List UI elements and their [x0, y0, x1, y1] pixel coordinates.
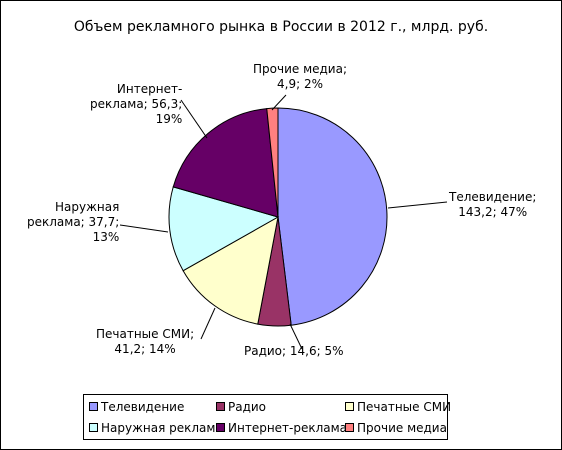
data-label-line: Телевидение;: [449, 190, 537, 204]
legend-swatch: [216, 402, 225, 411]
data-label-line: Интернет-: [116, 82, 183, 96]
data-label-line: Прочие медиа;: [253, 62, 347, 76]
chart-title: Объем рекламного рынка в России в 2012 г…: [73, 19, 489, 35]
legend-swatch: [89, 402, 98, 411]
data-label-other: Прочие медиа; 4,9; 2%: [253, 62, 347, 92]
data-label-line: реклама; 37,7;: [27, 215, 120, 229]
pie-slice-other: [266, 107, 279, 218]
data-label-line: 143,2; 47%: [458, 205, 528, 219]
legend-label: Интернет-реклама: [228, 421, 348, 435]
leader-line-tv: [387, 201, 448, 209]
legend-swatch: [345, 423, 354, 432]
data-label-line: Радио; 14,6; 5%: [244, 344, 344, 358]
legend-swatch: [345, 402, 354, 411]
data-label-line: 41,2; 14%: [114, 342, 176, 356]
legend-label: Прочие медиа: [357, 421, 447, 435]
data-label-line: Наружная: [54, 200, 120, 214]
leader-line-internet: [180, 99, 208, 139]
data-label-line: 19%: [155, 112, 183, 126]
legend-label: Наружная реклама: [101, 421, 223, 435]
leader-line-print: [200, 307, 216, 340]
legend-item-tv: Телевидение: [89, 400, 184, 414]
legend-item-internet: Интернет-реклама: [216, 421, 347, 435]
data-label-line: реклама; 56,3;: [90, 97, 183, 111]
legend-item-print: Печатные СМИ: [345, 400, 451, 414]
leader-line-outdoor: [119, 224, 169, 233]
legend-item-outdoor: Наружная реклама: [89, 421, 223, 435]
pie-slice-outdoor: [168, 186, 280, 272]
legend-swatch: [89, 423, 98, 432]
data-label-tv: Телевидение; 143,2; 47%: [449, 190, 536, 220]
leader-line-other: [271, 94, 287, 111]
data-label-outdoor: Наружная реклама; 37,7; 13%: [27, 200, 119, 245]
data-label-line: Печатные СМИ;: [96, 327, 195, 341]
legend-label: Телевидение: [101, 400, 185, 414]
data-label-line: 4,9; 2%: [277, 77, 323, 91]
leader-line-radio: [289, 323, 303, 350]
pie-slice-internet: [172, 108, 279, 218]
data-label-line: 13%: [92, 230, 120, 244]
legend-item-radio: Радио: [216, 400, 266, 414]
pie-slice-tv: [277, 107, 388, 326]
legend-label: Печатные СМИ: [357, 400, 452, 414]
legend-swatch: [216, 423, 225, 432]
pie-slice-print: [182, 216, 279, 325]
legend-item-other: Прочие медиа: [345, 421, 447, 435]
legend-label: Радио: [228, 400, 267, 414]
data-label-print: Печатные СМИ; 41,2; 14%: [96, 327, 194, 357]
data-label-radio: Радио; 14,6; 5%: [244, 344, 344, 359]
legend: Телевидение Радио Печатные СМИ Наружная …: [83, 394, 451, 440]
data-label-internet: Интернет-реклама; 56,3; 19%: [90, 82, 182, 127]
